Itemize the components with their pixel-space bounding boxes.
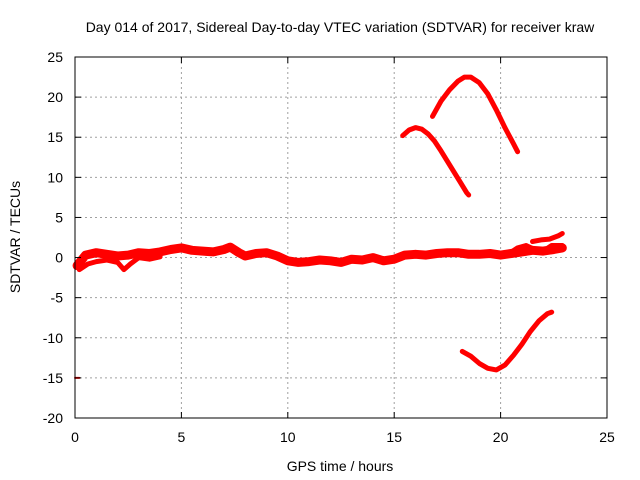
x-tick-label: 25	[599, 429, 615, 445]
y-tick-label: 10	[47, 169, 63, 185]
series-lower-near-zero-band	[76, 254, 163, 273]
x-tick-label: 5	[178, 429, 186, 445]
plot-frame	[74, 56, 608, 419]
x-tick-label: 20	[493, 429, 509, 445]
axes	[74, 56, 608, 419]
grid	[75, 57, 607, 418]
tick-labels: 0 5 10 15 20 25 -20 -15 -10 -5 0 5 10 15 20 25	[43, 49, 615, 445]
x-tick-label: 10	[280, 429, 296, 445]
y-tick-label: 5	[55, 209, 63, 225]
y-tick-label: 15	[47, 129, 63, 145]
series-layer	[72, 74, 567, 379]
y-tick-label: -15	[43, 370, 63, 386]
series-near-zero-band	[72, 242, 567, 271]
series-arc-22-tecu	[430, 74, 521, 155]
y-tick-label: 25	[47, 49, 63, 65]
series-arc-14-tecu	[459, 309, 555, 373]
x-axis-label: GPS time / hours	[287, 458, 394, 474]
x-tick-label: 15	[386, 429, 402, 445]
y-tick-label: 0	[55, 250, 63, 266]
series-late-small-segment	[506, 243, 565, 256]
series-late-raised-segment	[530, 231, 565, 244]
y-tick-label: -10	[43, 330, 63, 346]
series-arc-16-tecu	[400, 125, 472, 198]
y-tick-label: -5	[51, 290, 64, 306]
x-tick-label: 0	[71, 429, 79, 445]
y-tick-label: 20	[47, 89, 63, 105]
y-axis-label: SDTVAR / TECUs	[7, 181, 23, 293]
chart-title: Day 014 of 2017, Sidereal Day-to-day VTE…	[86, 19, 595, 35]
y-tick-label: -20	[43, 410, 63, 426]
